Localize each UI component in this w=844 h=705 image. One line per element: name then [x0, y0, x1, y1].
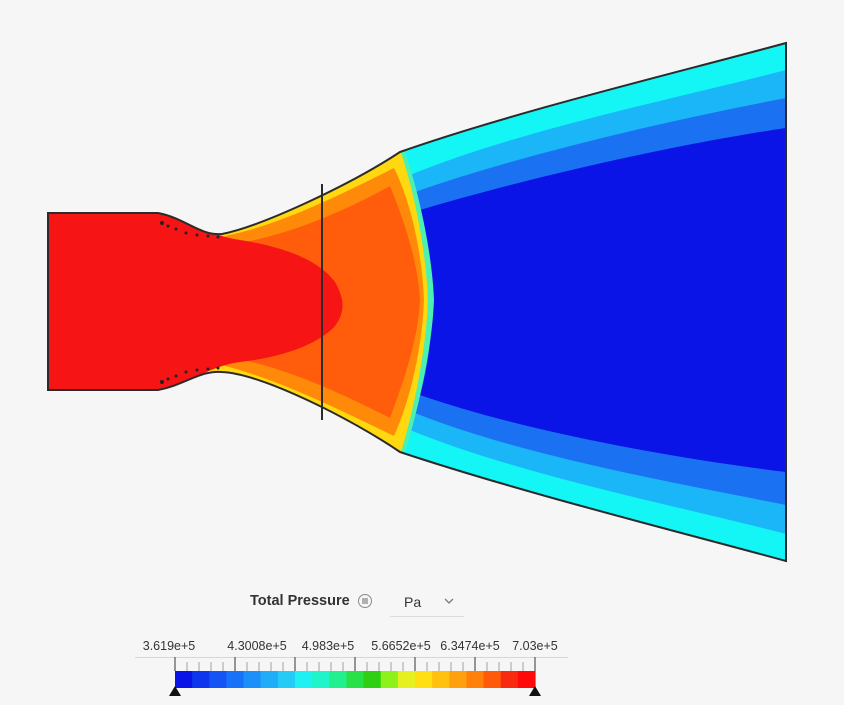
- legend-swatch: [415, 671, 433, 688]
- legend-swatch: [363, 671, 382, 688]
- chevron-down-icon: [444, 598, 454, 604]
- legend-header: Total Pressure: [250, 588, 372, 614]
- legend-tick-marks: [174, 657, 536, 671]
- legend-swatch: [209, 671, 228, 688]
- legend-swatch: [466, 671, 485, 688]
- legend-tick-label-min: 3.619e+5: [142, 639, 196, 653]
- legend-swatch: [243, 671, 262, 688]
- legend-swatch: [517, 671, 536, 688]
- legend-swatch: [483, 671, 502, 688]
- legend-swatches: [175, 671, 536, 688]
- min-marker-icon[interactable]: [169, 686, 181, 696]
- legend-tick-label-max: 7.03e+5: [512, 639, 558, 653]
- legend-tick-label-5: 6.3474e+5: [440, 639, 500, 653]
- legend-swatch: [277, 671, 296, 688]
- unit-dropdown[interactable]: Pa: [390, 587, 464, 617]
- legend-swatch: [312, 671, 330, 688]
- legend-swatch: [329, 671, 348, 688]
- legend-swatch: [500, 671, 519, 688]
- legend-colorbar[interactable]: [160, 655, 560, 705]
- legend-tick-label-2: 4.3008e+5: [227, 639, 287, 653]
- legend-swatch: [226, 671, 245, 688]
- legend-tick-label-3: 4.983e+5: [301, 639, 355, 653]
- legend-tick-labels: 3.619e+5 4.3008e+5 4.983e+5 5.6652e+5 6.…: [135, 639, 568, 658]
- legend-swatch: [397, 671, 416, 688]
- hamburger-circle-icon: [361, 598, 368, 604]
- max-marker-icon[interactable]: [529, 686, 541, 696]
- legend-swatch: [260, 671, 279, 688]
- nozzle-contour-plot[interactable]: [0, 0, 844, 575]
- nozzle-outline: [47, 41, 787, 563]
- legend-swatch: [295, 671, 313, 688]
- region-diverging-blue-core: [420, 128, 786, 472]
- legend-swatch: [380, 671, 399, 688]
- throat-mesh-marks: [160, 221, 220, 384]
- legend-swatch: [192, 671, 210, 688]
- legend-swatch: [449, 671, 468, 688]
- region-inlet-red: [48, 205, 343, 396]
- legend-swatch: [346, 671, 365, 688]
- legend-tick-label-4: 5.6652e+5: [371, 639, 431, 653]
- legend-swatch: [432, 671, 450, 688]
- legend-title: Total Pressure: [250, 593, 350, 609]
- unit-value: Pa: [404, 593, 422, 610]
- legend-menu-button[interactable]: [357, 594, 372, 608]
- legend-swatch: [175, 671, 193, 688]
